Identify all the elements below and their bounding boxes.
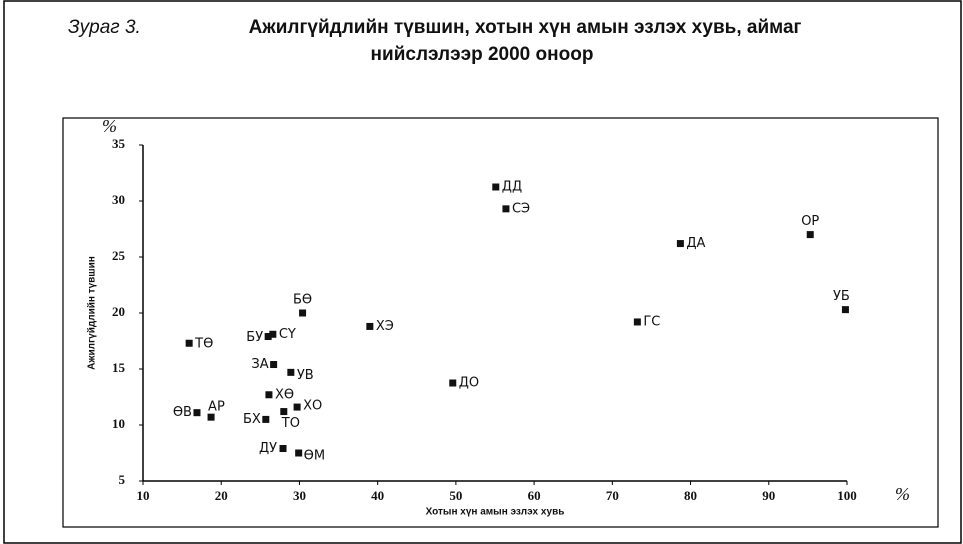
chart-title: Ажилгүйдлийн түвшин, хотын хүн амын эзлэ… <box>249 17 802 38</box>
point <box>262 415 270 423</box>
point-label: ГС <box>643 314 660 329</box>
point-label: ДО <box>459 376 479 391</box>
point-label: ДД <box>502 180 522 195</box>
x-tick-label: 100 <box>837 488 857 503</box>
point-label: УБ <box>833 289 850 304</box>
point <box>633 318 641 326</box>
x-tick-label: 70 <box>606 488 619 503</box>
x-tick-label: 50 <box>449 488 462 503</box>
point-label: БӨ <box>293 293 312 308</box>
x-tick-label: 60 <box>528 488 541 503</box>
point <box>185 339 193 347</box>
figure-label: Зураг 3. <box>68 17 141 38</box>
point-label: ТО <box>281 416 300 431</box>
y-tick-label: 35 <box>112 136 126 151</box>
y-tick-label: 20 <box>112 304 125 319</box>
point-label: СҮ <box>279 327 296 342</box>
x-tick-label: 80 <box>684 488 697 503</box>
point-label: ТӨ <box>194 337 213 352</box>
x-tick-label: 90 <box>762 488 775 503</box>
point <box>295 449 303 457</box>
y-tick-label: 25 <box>112 248 126 263</box>
point-label: СЭ <box>512 201 530 216</box>
x-tick-label: 30 <box>293 488 306 503</box>
point-label: ӨВ <box>173 405 192 420</box>
x-tick-label: 40 <box>371 488 384 503</box>
point <box>676 240 684 248</box>
y-tick-label: 15 <box>112 360 126 375</box>
point <box>299 309 307 317</box>
y-tick-label: 30 <box>112 192 125 207</box>
x-unit: % <box>895 484 910 504</box>
y-axis-label: Ажилгүйдлийн түвшин <box>87 256 98 370</box>
point-label: ХӨ <box>275 387 294 402</box>
point <box>280 408 288 416</box>
point-label: БХ <box>243 412 261 427</box>
point <box>264 333 272 341</box>
point-label: ЗА <box>251 357 268 372</box>
point <box>287 368 295 376</box>
point-label: ДА <box>686 236 705 251</box>
point <box>270 361 278 369</box>
x-axis-label: Хотын хүн амын эзлэх хувь <box>426 507 565 518</box>
point <box>193 409 201 417</box>
y-tick-label: 5 <box>119 472 126 487</box>
point <box>293 403 301 411</box>
point-label: АР <box>208 400 225 415</box>
point <box>207 413 215 421</box>
point <box>269 330 277 338</box>
point-label: ХЭ <box>376 319 394 334</box>
point <box>366 322 374 330</box>
point-label: БУ <box>246 330 263 345</box>
point <box>806 231 814 239</box>
point <box>492 183 500 191</box>
y-tick-label: 10 <box>112 416 125 431</box>
point-label: ДУ <box>259 441 277 456</box>
point-label: УВ <box>297 368 314 383</box>
point <box>502 205 510 213</box>
point <box>841 306 849 314</box>
y-unit: % <box>102 116 117 136</box>
point <box>449 379 457 387</box>
point-label: ОР <box>801 214 819 229</box>
chart-subtitle: нийслэлээр 2000 оноор <box>371 44 594 65</box>
point <box>265 391 273 399</box>
x-tick-label: 20 <box>215 488 228 503</box>
point <box>279 445 287 453</box>
x-tick-label: 10 <box>137 488 150 503</box>
point-label: ӨМ <box>304 449 325 464</box>
outer-frame <box>3 0 962 544</box>
plot-frame <box>62 117 939 528</box>
point-label: ХО <box>303 399 322 414</box>
